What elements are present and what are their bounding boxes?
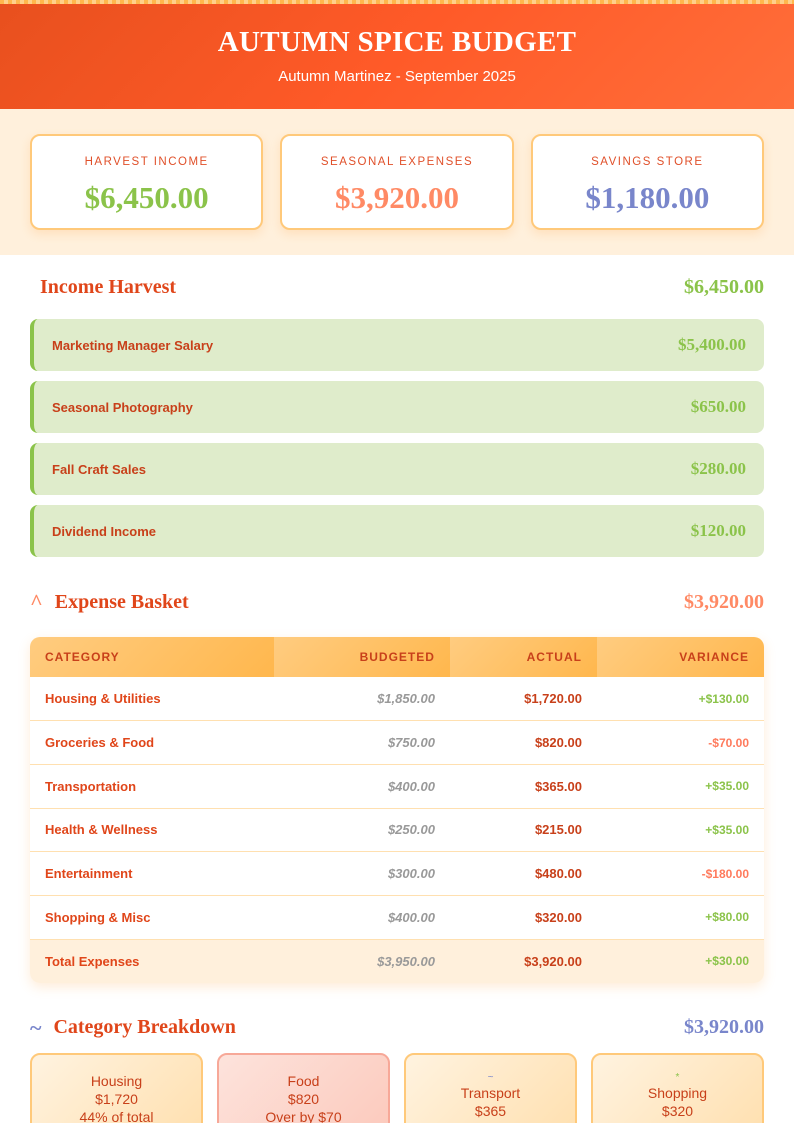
income-item: Fall Craft Sales $280.00 bbox=[30, 443, 764, 495]
cat-amount: $320 bbox=[661, 1102, 694, 1119]
income-amount: $5,400.00 bbox=[678, 335, 746, 354]
col-budgeted: BUDGETED bbox=[273, 637, 450, 677]
breakdown-section-header: ~ Category Breakdown $3,920.00 bbox=[0, 983, 794, 1073]
cell-budgeted: $400.00 bbox=[273, 764, 450, 809]
cell-actual: $1,720.00 bbox=[449, 677, 597, 722]
cell-variance: -$70.00 bbox=[596, 720, 764, 765]
cat-amount: $1,720 bbox=[95, 1090, 138, 1107]
cell-category: Groceries & Food bbox=[30, 720, 274, 765]
table-row: Shopping & Misc $400.00 $320.00 +$80.00 bbox=[30, 895, 764, 940]
expense-section-header: ^ Expense Basket $3,920.00 bbox=[0, 567, 794, 637]
wave-icon: ~ bbox=[30, 1014, 42, 1040]
cell-variance: +$35.00 bbox=[596, 764, 764, 809]
cell-actual: $320.00 bbox=[449, 895, 597, 940]
cat-name: Transport bbox=[460, 1084, 521, 1101]
cell-budgeted: $300.00 bbox=[273, 851, 450, 896]
category-card-housing: Housing $1,720 44% of total bbox=[30, 1052, 203, 1123]
income-amount: $120.00 bbox=[690, 521, 746, 540]
cell-variance: +$35.00 bbox=[596, 808, 764, 853]
income-amount: $280.00 bbox=[690, 459, 746, 478]
cell-budgeted: $400.00 bbox=[273, 895, 450, 940]
cell-variance: +$30.00 bbox=[596, 939, 764, 983]
cat-note: 44% of total bbox=[79, 1108, 154, 1123]
income-name: Seasonal Photography bbox=[52, 399, 193, 415]
tilde-icon: ~ bbox=[487, 1071, 494, 1083]
caret-up-icon: ^ bbox=[30, 589, 43, 614]
page-title: AUTUMN SPICE BUDGET bbox=[217, 26, 577, 58]
cell-budgeted: $3,950.00 bbox=[273, 939, 450, 983]
category-card-transport: ~ Transport $365 bbox=[404, 1052, 577, 1123]
cell-category: Transportation bbox=[30, 764, 274, 809]
section-title: Expense Basket bbox=[54, 590, 189, 613]
cat-name: Food bbox=[287, 1072, 320, 1089]
cell-category: Shopping & Misc bbox=[30, 895, 274, 940]
page-subtitle: Autumn Martinez - September 2025 bbox=[278, 68, 516, 85]
header: AUTUMN SPICE BUDGET Autumn Martinez - Se… bbox=[0, 4, 794, 109]
table-row: Transportation $400.00 $365.00 +$35.00 bbox=[30, 764, 764, 809]
income-item: Dividend Income $120.00 bbox=[30, 505, 764, 557]
card-label: SEASONAL EXPENSES bbox=[320, 156, 474, 168]
cell-actual: $215.00 bbox=[449, 808, 597, 853]
cell-budgeted: $750.00 bbox=[273, 720, 450, 765]
summary-card-savings: SAVINGS STORE $1,180.00 bbox=[530, 134, 764, 230]
cell-budgeted: $1,850.00 bbox=[273, 677, 450, 722]
income-item: Seasonal Photography $650.00 bbox=[30, 381, 764, 433]
income-list: Marketing Manager Salary $5,400.00 Season… bbox=[0, 319, 794, 557]
summary-card-income: HARVEST INCOME $6,450.00 bbox=[30, 134, 264, 230]
col-variance: VARIANCE bbox=[596, 637, 764, 677]
cell-category: Health & Wellness bbox=[30, 808, 274, 853]
cat-amount: $365 bbox=[474, 1102, 507, 1119]
total-row: Total Expenses $3,950.00 $3,920.00 +$30.00 bbox=[30, 939, 764, 983]
income-name: Dividend Income bbox=[52, 523, 157, 539]
table-row: Groceries & Food $750.00 $820.00 -$70.00 bbox=[30, 720, 764, 765]
cell-category: Housing & Utilities bbox=[30, 677, 274, 722]
cat-name: Housing bbox=[90, 1072, 143, 1089]
cell-category: Total Expenses bbox=[30, 939, 274, 983]
income-name: Fall Craft Sales bbox=[52, 461, 146, 477]
income-amount: $650.00 bbox=[690, 397, 746, 416]
top-stripe bbox=[0, 0, 794, 4]
cell-actual: $365.00 bbox=[449, 764, 597, 809]
col-actual: ACTUAL bbox=[449, 637, 597, 677]
star-icon: * bbox=[675, 1071, 680, 1083]
cat-name: Shopping bbox=[647, 1084, 708, 1101]
card-label: HARVEST INCOME bbox=[84, 156, 209, 168]
section-total: $3,920.00 bbox=[684, 590, 764, 613]
cell-actual: $3,920.00 bbox=[449, 939, 597, 983]
cell-actual: $820.00 bbox=[449, 720, 597, 765]
section-title: Income Harvest bbox=[40, 275, 177, 298]
category-cards: Housing $1,720 44% of total Food $820 Over b… bbox=[30, 1052, 764, 1123]
cat-note: Over by $70 bbox=[265, 1108, 342, 1123]
category-card-food: Food $820 Over by $70 bbox=[217, 1052, 390, 1123]
summary-card-expenses: SEASONAL EXPENSES $3,920.00 bbox=[280, 134, 514, 230]
section-title: Category Breakdown bbox=[53, 1016, 236, 1039]
col-category: CATEGORY bbox=[30, 637, 274, 677]
card-label: SAVINGS STORE bbox=[591, 156, 704, 168]
cell-variance: +$130.00 bbox=[596, 677, 764, 722]
card-value: $6,450.00 bbox=[84, 180, 209, 215]
cat-amount: $820 bbox=[287, 1090, 320, 1107]
income-name: Marketing Manager Salary bbox=[52, 337, 214, 353]
cell-category: Entertainment bbox=[30, 851, 274, 896]
summary-cards: HARVEST INCOME $6,450.00 SEASONAL EXPENSE… bbox=[0, 109, 794, 255]
table-row: Entertainment $300.00 $480.00 -$180.00 bbox=[30, 851, 764, 896]
income-item: Marketing Manager Salary $5,400.00 bbox=[30, 319, 764, 371]
card-value: $1,180.00 bbox=[585, 180, 710, 215]
card-value: $3,920.00 bbox=[334, 180, 459, 215]
cell-variance: +$80.00 bbox=[596, 895, 764, 940]
category-card-shopping: * Shopping $320 bbox=[591, 1052, 764, 1123]
section-total: $3,920.00 bbox=[684, 1016, 764, 1039]
expense-table: CATEGORY BUDGETED ACTUAL VARIANCE Housin… bbox=[30, 637, 764, 983]
section-total: $6,450.00 bbox=[684, 275, 764, 298]
table-row: Housing & Utilities $1,850.00 $1,720.00 +$1… bbox=[30, 677, 764, 722]
income-section-header: Income Harvest $6,450.00 bbox=[0, 255, 794, 319]
cell-budgeted: $250.00 bbox=[273, 808, 450, 853]
cell-variance: -$180.00 bbox=[596, 851, 764, 896]
cell-actual: $480.00 bbox=[449, 851, 597, 896]
table-row: Health & Wellness $250.00 $215.00 +$35.00 bbox=[30, 808, 764, 853]
